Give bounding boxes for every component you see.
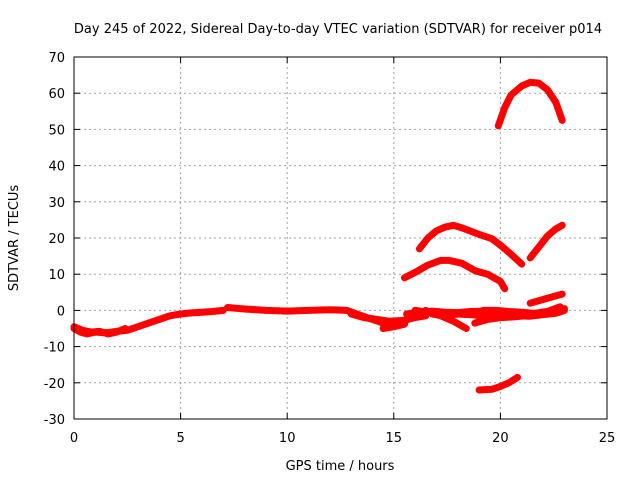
chart-title: Day 245 of 2022, Sidereal Day-to-day VTE…: [74, 22, 602, 37]
y-tick-label: 10: [48, 268, 65, 283]
y-tick-label: 40: [48, 160, 65, 175]
series-trace-m: [471, 305, 568, 327]
x-tick-label: 5: [176, 431, 184, 446]
y-tick-label: 20: [48, 232, 65, 247]
x-axis-label: GPS time / hours: [286, 459, 395, 474]
series-trace-b: [70, 323, 129, 338]
series-trace-g: [401, 256, 509, 293]
y-tick-label: 70: [48, 51, 65, 66]
series-trace-n: [475, 373, 521, 394]
y-tick-label: 50: [48, 123, 65, 138]
data-traces: [70, 78, 568, 394]
series-trace-h: [415, 221, 526, 268]
series-trace-p: [526, 221, 566, 262]
y-tick-label: 60: [48, 87, 65, 102]
axis-ticks: 0 5 10 15 20 25 -30 -20 -10 0 10 20 30 40 50 60 70: [44, 51, 616, 446]
y-tick-label: -10: [44, 341, 65, 356]
y-tick-label: -30: [44, 413, 65, 428]
series-trace-j: [411, 306, 470, 332]
series-trace-q: [526, 290, 566, 307]
y-tick-label: -20: [44, 377, 65, 392]
x-tick-label: 10: [279, 431, 296, 446]
y-tick-label: 0: [57, 304, 65, 319]
y-tick-label: 30: [48, 196, 65, 211]
x-tick-label: 0: [70, 431, 78, 446]
x-tick-label: 20: [492, 431, 509, 446]
x-tick-label: 25: [599, 431, 616, 446]
x-tick-label: 15: [386, 431, 403, 446]
y-axis-label: SDTVAR / TECUs: [7, 185, 22, 292]
series-trace-o: [494, 78, 566, 130]
grid-lines: [74, 57, 607, 419]
